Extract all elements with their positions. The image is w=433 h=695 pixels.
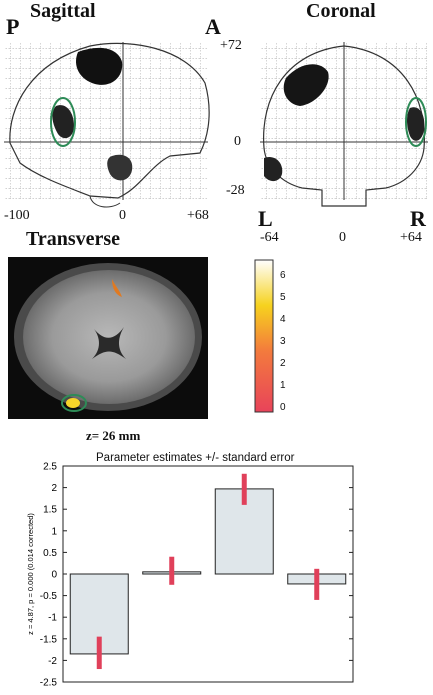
y-tick-label: 1.5 [43, 505, 57, 516]
sagittal-brainstem [89, 195, 121, 208]
sagittal-blob-posterior [52, 105, 74, 139]
sagittal-glass-brain [4, 42, 210, 208]
y-tick-label: -1.5 [40, 634, 58, 645]
transverse-ventricles [92, 327, 126, 359]
colorbar-tick-label: 0 [280, 402, 286, 413]
colorbar [254, 259, 274, 413]
coronal-blob-inferior [264, 156, 283, 182]
colorbar-gradient [254, 259, 274, 413]
colorbar-tick-label: 3 [280, 336, 286, 347]
coronal-glass-brain [260, 42, 428, 207]
y-tick-label: 1 [51, 526, 57, 537]
coronal-x-mid: 0 [339, 230, 346, 245]
x-category-label: VL [164, 693, 179, 695]
sagittal-corner-p: P [6, 14, 20, 39]
transverse-highlight-circle [61, 394, 87, 412]
y-tick-label: 0.5 [43, 548, 57, 559]
coronal-corner-r: R [410, 206, 426, 231]
sagittal-highlight-circle [50, 97, 76, 147]
coronal-blob-top [283, 64, 329, 106]
transverse-slice-image [8, 257, 208, 419]
transverse-z-label: z= 26 mm [86, 428, 141, 443]
colorbar-tick-label: 5 [280, 292, 286, 303]
sagittal-y-mid: 0 [234, 134, 241, 149]
y-tick-label: 2.5 [43, 462, 57, 473]
colorbar-tick-label: 4 [280, 314, 286, 325]
y-axis-label: z = 4.87, p = 0.000 (0.014 corrected) [26, 513, 35, 635]
coronal-brain-outline [263, 45, 425, 207]
sagittal-blob-inferior [107, 154, 133, 181]
sagittal-title: Sagittal [30, 0, 96, 22]
sagittal-y-top: +72 [220, 38, 242, 53]
y-tick-label: -2 [48, 656, 57, 667]
coronal-corner-l: L [258, 206, 273, 231]
colorbar-tick-label: 1 [280, 380, 286, 391]
sagittal-y-bottom: -28 [226, 183, 245, 198]
coronal-x-left: -64 [260, 230, 279, 245]
y-tick-label: -1 [48, 613, 57, 624]
transverse-brain [23, 270, 195, 404]
transverse-activation-posterior [66, 398, 80, 408]
coronal-blob-right [407, 107, 425, 141]
x-category-label: KR [236, 693, 254, 695]
x-category-label: VR [91, 693, 108, 695]
coronal-x-right: +64 [400, 230, 422, 245]
coronal-title: Coronal [306, 0, 376, 22]
x-category-label: KL [309, 693, 325, 695]
y-tick-label: -0.5 [40, 591, 58, 602]
y-tick-label: 0 [51, 570, 57, 581]
colorbar-tick-label: 2 [280, 358, 286, 369]
parameter-estimates-chart: 2.5 2 1.5 1 0.5 0 -0.5 -1 -1.5 -2 -2.5 z = 4.87, p … [26, 462, 354, 695]
colorbar-ticks: 6 5 4 3 2 1 0 [280, 259, 300, 413]
y-tick-label: -2.5 [40, 678, 58, 689]
sagittal-x-left: -100 [4, 208, 30, 223]
transverse-activation-frontal [112, 279, 122, 297]
colorbar-tick-label: 6 [280, 270, 286, 281]
sagittal-x-right: +68 [187, 208, 209, 223]
coronal-highlight-circle [405, 97, 427, 147]
sagittal-brain-outline [9, 42, 210, 199]
sagittal-x-mid: 0 [119, 208, 126, 223]
chart-title: Parameter estimates +/- standard error [96, 452, 295, 464]
transverse-title: Transverse [26, 228, 121, 250]
y-tick-label: 2 [51, 483, 57, 494]
sagittal-corner-a: A [205, 14, 221, 39]
sagittal-blob-top [75, 47, 123, 85]
